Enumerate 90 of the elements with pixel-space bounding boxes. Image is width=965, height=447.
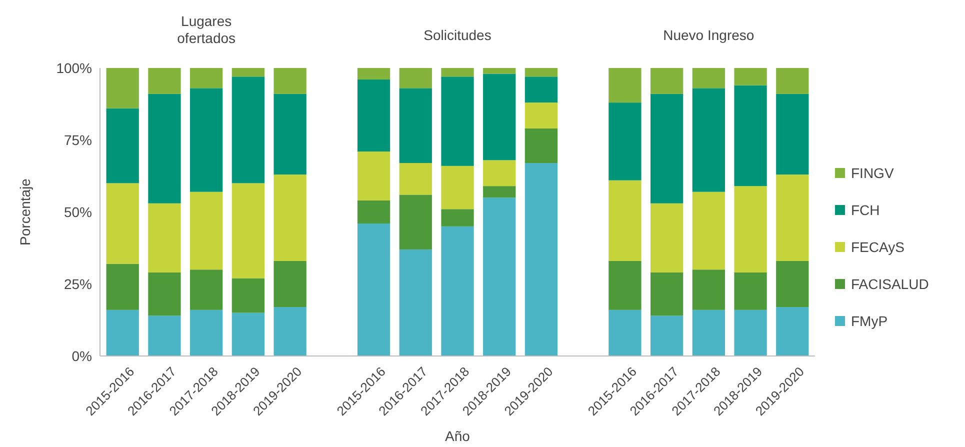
bar [524, 128, 558, 164]
legend-label: FINGV [851, 164, 894, 181]
bar [148, 272, 181, 316]
bar [692, 270, 725, 310]
bar [190, 270, 223, 310]
bar [483, 186, 516, 198]
bar [399, 194, 432, 250]
bar [274, 68, 306, 94]
bar [608, 68, 642, 103]
bar [650, 94, 684, 204]
y-tick-label: 50% [64, 204, 92, 220]
bar [692, 88, 725, 192]
bar [734, 272, 767, 310]
bar [106, 108, 139, 184]
bar [106, 264, 139, 310]
bar [524, 68, 558, 77]
bar [190, 310, 223, 356]
bar [232, 278, 265, 313]
bar [274, 174, 306, 261]
bar [232, 183, 265, 278]
bar [734, 310, 767, 356]
bar [650, 272, 684, 316]
bar [483, 160, 516, 186]
bar [608, 102, 642, 180]
bar [357, 200, 390, 224]
bar [106, 310, 139, 356]
bar [608, 180, 642, 261]
bar [483, 198, 516, 356]
bar [650, 316, 684, 356]
text: Nuevo Ingreso [663, 27, 754, 43]
y-axis-title: Porcentaje [17, 178, 33, 246]
bar [776, 94, 809, 175]
bar [357, 152, 390, 200]
bar [441, 68, 474, 77]
bar [524, 163, 558, 356]
bar [608, 260, 642, 310]
legend-label: FCH [851, 202, 880, 218]
bar [692, 310, 725, 356]
bar [357, 80, 390, 152]
bar [524, 76, 558, 103]
bar [190, 88, 223, 192]
bar [650, 203, 684, 272]
bar [692, 192, 725, 270]
y-tick-label: 75% [64, 132, 92, 148]
bar [650, 68, 684, 94]
text: Lugares ofertados [177, 13, 236, 46]
bar [190, 68, 223, 88]
bar [692, 68, 725, 88]
legend-label: FMyP [851, 312, 888, 329]
bar [357, 68, 390, 80]
bar [148, 94, 181, 204]
bar [483, 74, 516, 160]
bar [148, 316, 181, 356]
bar [399, 163, 432, 195]
bar [399, 88, 432, 164]
y-tick-label: 0% [72, 348, 92, 364]
bar [357, 224, 390, 356]
bar [608, 310, 642, 356]
y-tick-label: 25% [64, 276, 92, 292]
bar [190, 192, 223, 270]
bar [274, 260, 306, 308]
bar [776, 174, 809, 261]
bar [776, 260, 809, 308]
x-axis-title: Año [445, 428, 470, 444]
legend-label: FECAyS [851, 238, 904, 255]
bar [399, 249, 432, 356]
bar [524, 102, 558, 128]
bar [232, 68, 265, 77]
bar [441, 166, 474, 210]
bar [148, 203, 181, 272]
bar [441, 226, 474, 356]
bar [274, 94, 306, 175]
text: Solicitudes [424, 27, 492, 43]
y-tick-label: 100% [56, 60, 92, 76]
bar [776, 68, 809, 94]
bar [232, 76, 265, 184]
bar [734, 68, 767, 86]
bar [776, 307, 809, 356]
legend-label: FACISALUD [851, 276, 929, 292]
bar [734, 85, 767, 186]
bar [106, 183, 139, 264]
bar [232, 312, 265, 356]
bar [274, 307, 306, 356]
bar [441, 209, 474, 226]
bar [441, 76, 474, 166]
bar [483, 68, 516, 74]
bar [148, 68, 181, 94]
bar [106, 68, 139, 108]
bar [734, 186, 767, 272]
bar [399, 68, 432, 88]
